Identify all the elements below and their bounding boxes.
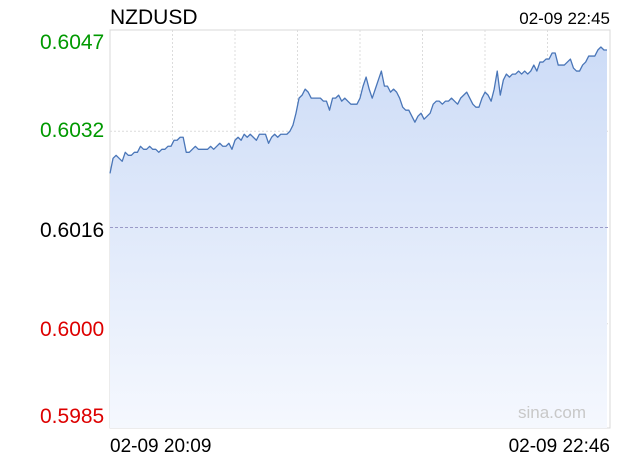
watermark: sina.com xyxy=(518,403,586,422)
x-tick-label: 02-09 22:46 xyxy=(509,436,610,457)
y-tick-label: 0.6000 xyxy=(40,318,104,341)
x-tick-label: 02-09 20:09 xyxy=(110,436,211,457)
y-tick-label: 0.6032 xyxy=(40,119,104,142)
y-tick-label: 0.6047 xyxy=(40,31,104,54)
timestamp: 02-09 22:45 xyxy=(519,9,610,28)
y-tick-label: 0.6016 xyxy=(40,219,104,242)
y-tick-label: 0.5985 xyxy=(40,405,104,428)
price-line xyxy=(109,46,607,174)
price-area xyxy=(110,47,607,429)
chart-title: NZDUSD xyxy=(110,6,198,29)
